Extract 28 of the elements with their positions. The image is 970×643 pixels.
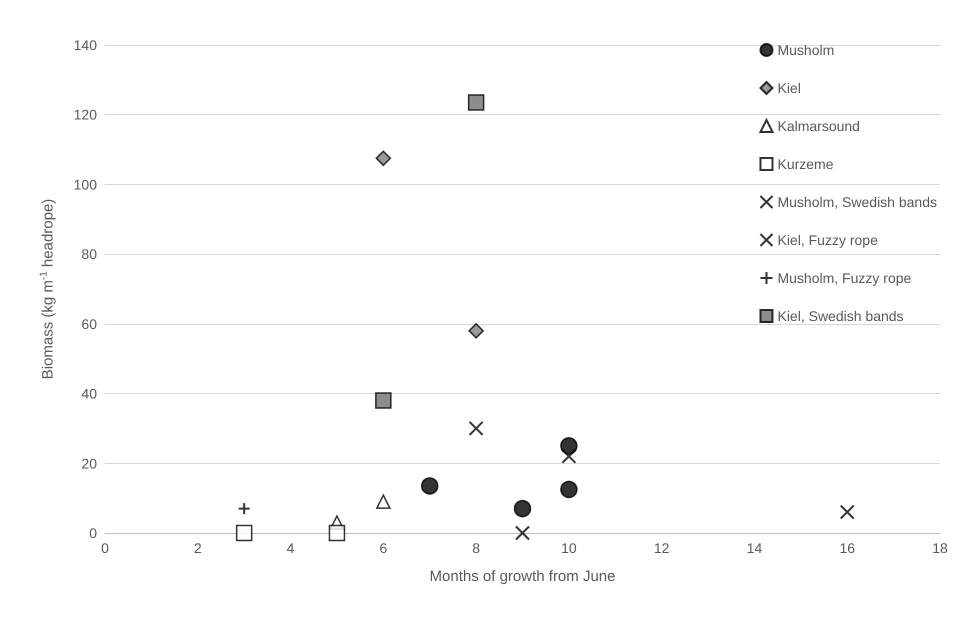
x-tick-label: 18 [932, 540, 948, 556]
legend-label: Kurzeme [777, 156, 834, 172]
x-tick-label: 0 [101, 540, 110, 556]
x-tick-label: 10 [561, 540, 577, 556]
x-tick-label: 14 [746, 540, 762, 556]
x-tick-label: 8 [472, 540, 480, 556]
y-tick-label: 80 [81, 246, 98, 262]
y-axis-title: Biomass (kg m-1 headrope) [38, 198, 56, 380]
legend-label: Kiel, Fuzzy rope [777, 232, 878, 248]
y-tick-label: 0 [89, 525, 98, 541]
x-tick-label: 6 [379, 540, 388, 556]
legend-label: Kiel [777, 80, 801, 96]
x-tick-label: 12 [654, 540, 670, 556]
y-tick-label: 40 [81, 386, 98, 402]
y-tick-label: 100 [74, 176, 98, 192]
y-tick-label: 20 [81, 455, 98, 472]
x-tick-label: 16 [839, 540, 856, 556]
y-tick-label: 140 [74, 37, 98, 53]
legend-label: Musholm, Fuzzy rope [777, 270, 912, 286]
y-tick-label: 120 [74, 106, 98, 123]
y-tick-label: 60 [81, 316, 98, 332]
legend-label: Musholm, Swedish bands [777, 194, 938, 210]
legend-label: Kalmarsound [777, 118, 860, 134]
x-tick-label: 2 [194, 540, 202, 556]
x-axis-title: Months of growth from June [430, 568, 616, 585]
x-tick-label: 4 [286, 540, 295, 556]
legend-label: Musholm [777, 42, 834, 58]
legend-label: Kiel, Swedish bands [777, 308, 904, 324]
